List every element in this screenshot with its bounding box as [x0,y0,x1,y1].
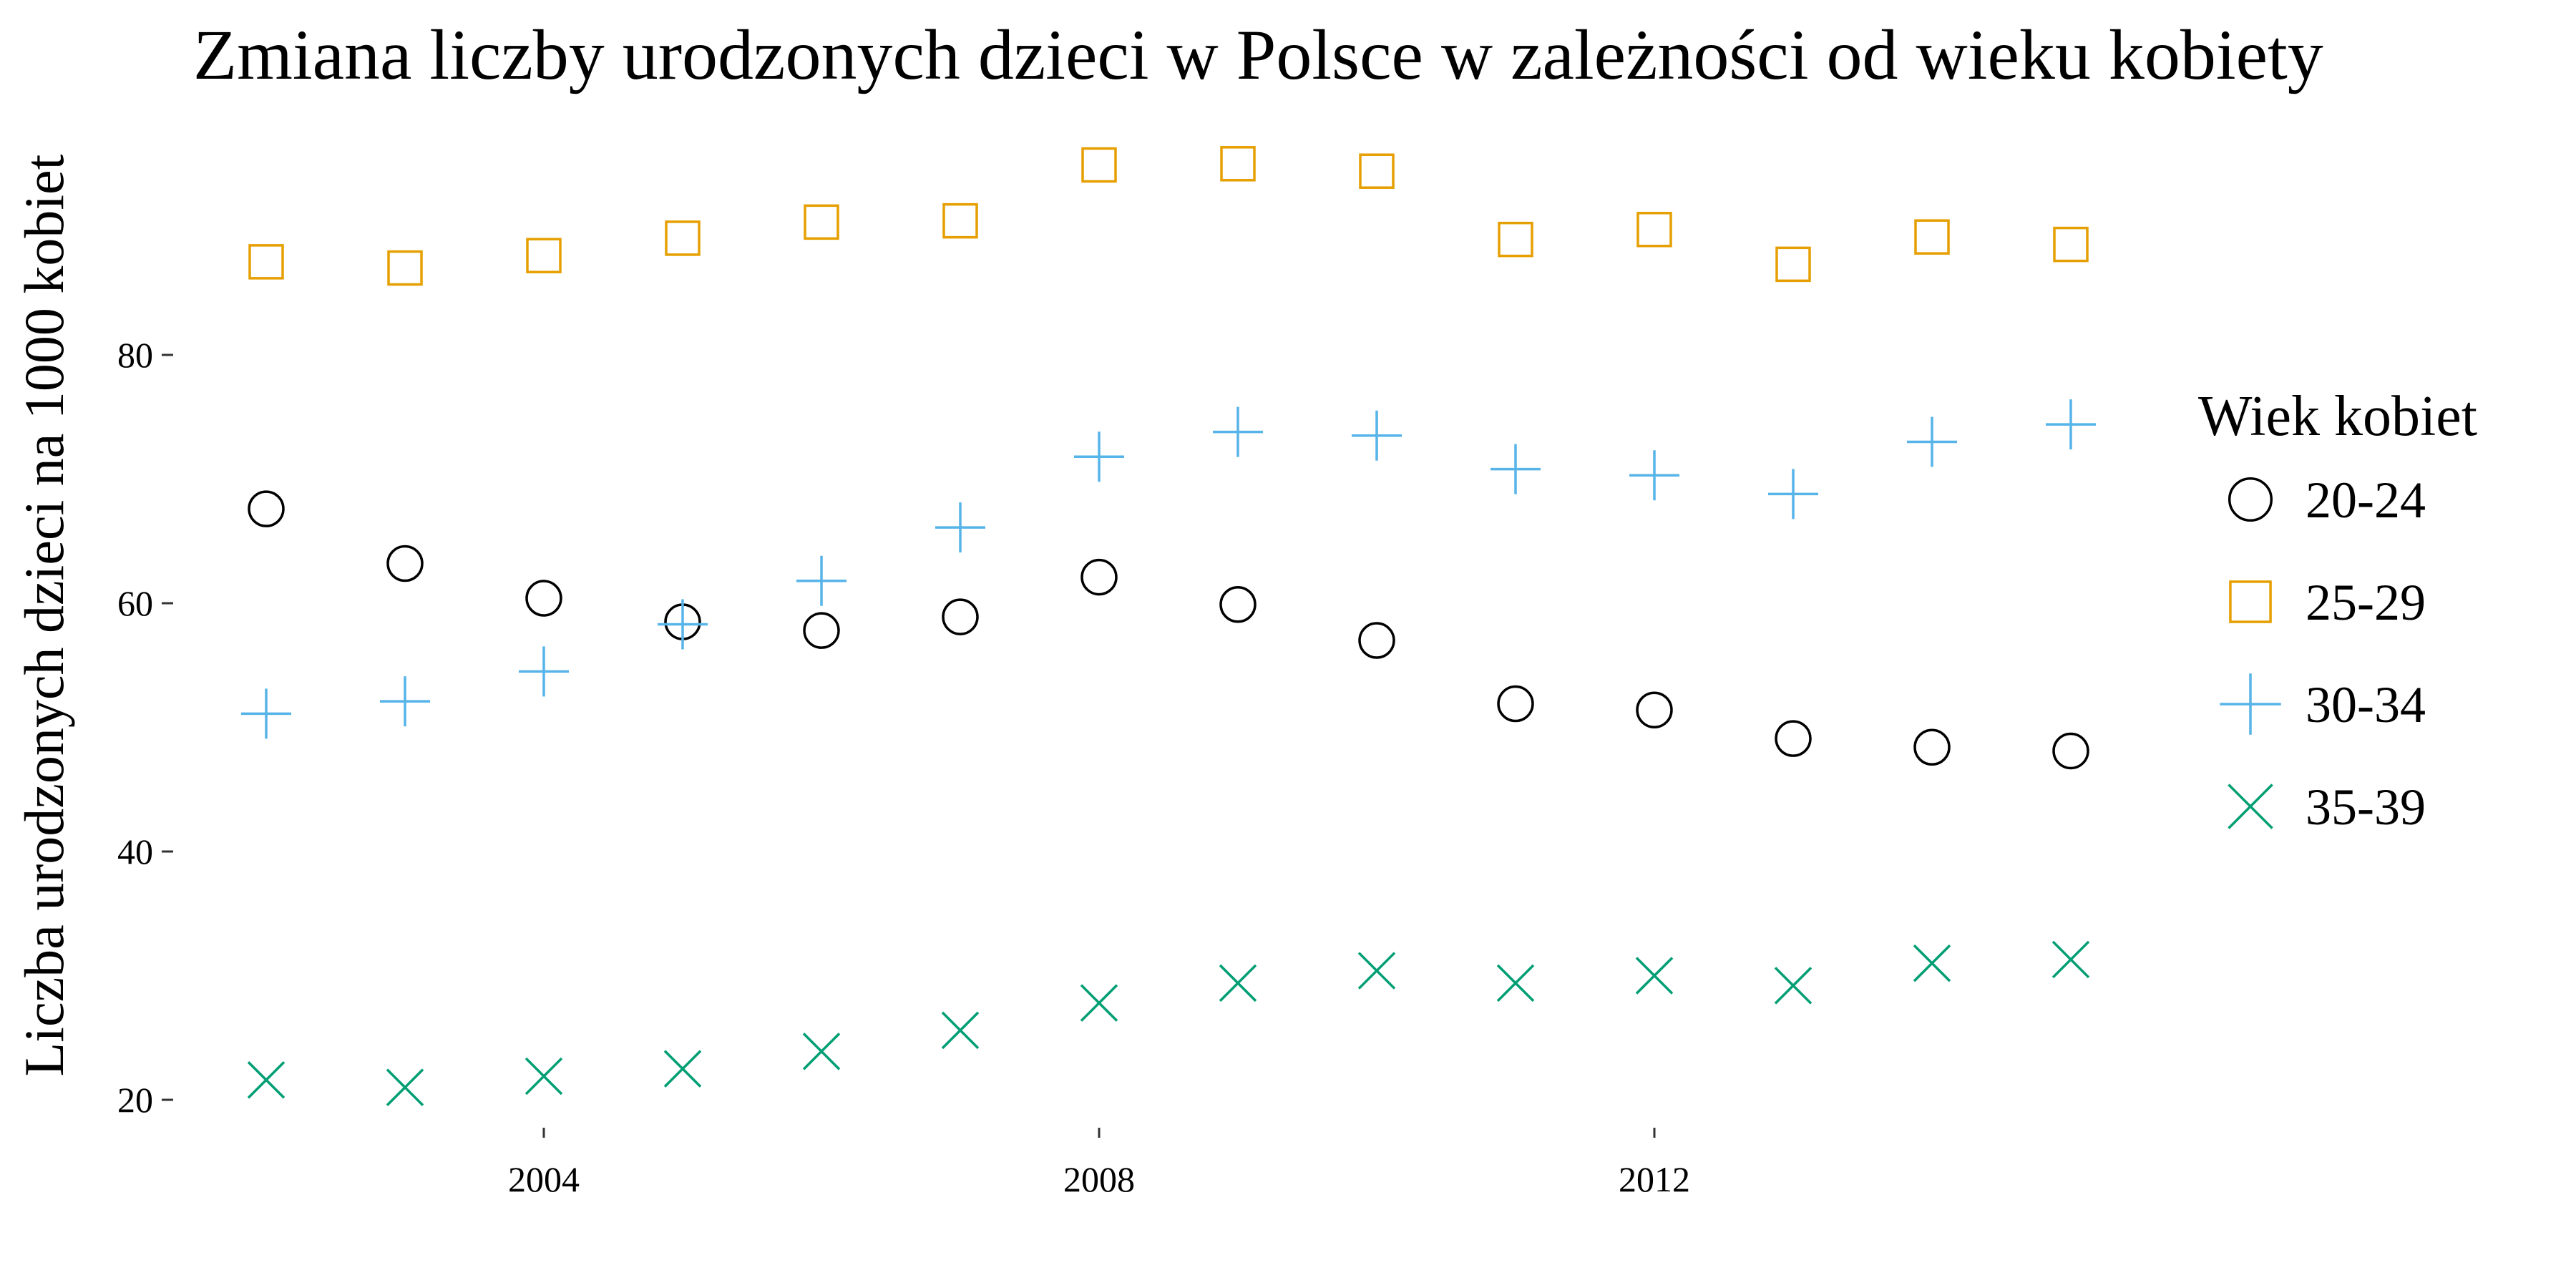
data-point-cross [1913,944,1951,982]
data-point-square [1498,221,1533,258]
legend-key-square [2229,580,2272,623]
data-point-plus [1491,444,1541,494]
data-point-circle [803,612,840,649]
data-point-plus [935,502,985,553]
chart-title: Zmiana liczby urodzonych dzieci w Polsce… [193,15,2323,94]
data-point-circle [1497,685,1534,723]
data-point-square [1636,212,1672,248]
data-point-cross [1219,964,1257,1002]
data-point-circle [1219,585,1257,623]
data-point-plus [1352,410,1402,461]
y-tick-label: 20 [117,1080,153,1120]
legend-label: 25-29 [2306,574,2426,631]
data-point-cross [247,1061,286,1099]
y-tick-label: 80 [117,335,153,375]
data-point-cross [1774,967,1813,1005]
legend-key-circle [2228,477,2273,522]
legend-label: 30-34 [2306,676,2426,733]
data-point-circle [1080,558,1118,596]
series-20-24 [248,490,2089,770]
data-point-square [248,244,284,280]
data-point-circle [1358,622,1395,659]
series-35-39 [247,940,2090,1106]
y-tick-label: 40 [117,831,153,872]
x-tick-label: 2004 [508,1159,580,1199]
legend-item: 30-34 [2220,673,2426,735]
legend-key-cross [2228,784,2273,829]
data-point-cross [802,1033,841,1070]
x-tick-label: 2008 [1063,1159,1135,1199]
data-point-plus [1907,416,1957,467]
data-point-cross [663,1050,702,1088]
data-point-plus [796,555,847,606]
data-point-plus [2046,399,2096,450]
data-point-cross [2051,940,2090,979]
data-point-cross [386,1068,424,1106]
data-point-cross [1635,957,1674,995]
data-point-square [387,250,423,286]
data-point-square [804,204,839,240]
legend-key-plus [2220,673,2281,735]
legend-items: 20-24 25-29 30-34 35-39 [2220,472,2426,836]
data-point-plus [658,599,708,650]
data-point-circle [1775,720,1812,757]
data-point-square [1914,219,1950,255]
data-point-circle [1636,691,1673,728]
data-point-circle [248,490,285,527]
x-tick-label: 2012 [1619,1159,1690,1199]
data-point-plus [241,688,291,739]
data-point-square [665,220,701,256]
series-25-29 [248,146,2089,286]
data-point-cross [1080,984,1118,1022]
data-point-circle [942,598,979,635]
series-30-34 [241,399,2096,739]
data-point-cross [525,1057,563,1096]
data-point-square [526,238,562,273]
data-point-plus [380,676,430,727]
data-point-circle [1913,728,1951,766]
legend-item: 20-24 [2228,472,2426,529]
data-point-square [942,203,978,239]
data-point-square [1081,147,1117,183]
data-point-cross [1496,964,1535,1002]
data-point-circle [525,580,562,617]
legend-item: 35-39 [2228,779,2426,836]
y-axis: 20 40 60 80 [117,335,173,1120]
data-point-cross [1357,952,1396,990]
data-point-circle [2052,732,2089,770]
legend-title: Wiek kobiet [2198,385,2477,448]
legend-item: 25-29 [2229,574,2426,631]
data-point-plus [1074,431,1124,482]
legend-label: 20-24 [2306,472,2426,529]
data-point-square [1220,146,1256,182]
y-axis-label: Liczba urodzonych dzieci na 1000 kobiet [13,154,75,1076]
data-point-square [1775,246,1811,283]
data-point-circle [386,545,424,582]
x-axis: 2004 2008 2012 [508,1128,1690,1199]
legend: Wiek kobiet 20-24 25-29 30-34 35-39 [2198,385,2477,836]
data-point-plus [1629,450,1679,501]
data-point-plus [1768,469,1818,519]
data-point-plus [519,646,569,697]
data-point-plus [1213,406,1263,457]
legend-label: 35-39 [2306,779,2426,836]
data-point-square [1359,153,1395,189]
data-point-cross [941,1011,980,1050]
y-tick-label: 60 [117,583,153,623]
data-points [241,146,2096,1106]
data-point-square [2053,226,2089,263]
